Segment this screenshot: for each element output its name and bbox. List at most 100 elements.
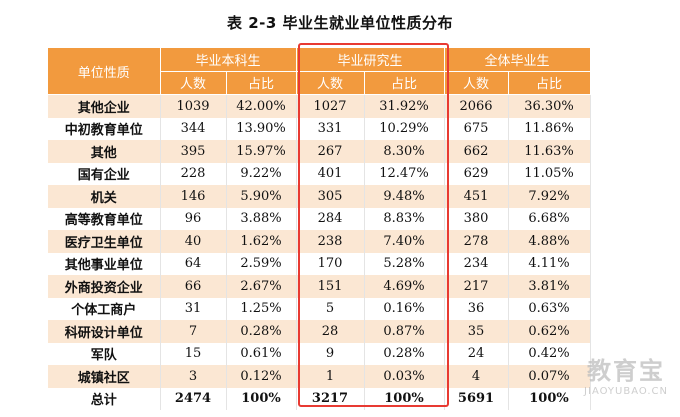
cell-postgrad-ratio: 8.30% <box>364 140 445 163</box>
header-group-all: 全体毕业生 <box>444 48 591 72</box>
cell-undergrad-ratio: 2.59% <box>226 252 297 275</box>
cell-category: 中初教育单位 <box>48 117 161 140</box>
cell-all-count: 662 <box>444 140 509 163</box>
header-group-undergrad: 毕业本科生 <box>160 48 297 72</box>
cell-category: 总计 <box>48 387 161 410</box>
cell-undergrad-count: 228 <box>160 162 227 185</box>
cell-all-count: 5691 <box>444 387 509 410</box>
cell-all-ratio: 4.88% <box>508 230 591 253</box>
cell-undergrad-count: 31 <box>160 297 227 320</box>
cell-postgrad-ratio: 10.29% <box>364 117 445 140</box>
cell-undergrad-count: 15 <box>160 342 227 365</box>
cell-undergrad-count: 66 <box>160 275 227 298</box>
cell-all-count: 629 <box>444 162 509 185</box>
header-count: 人数 <box>296 71 365 95</box>
cell-postgrad-ratio: 4.69% <box>364 275 445 298</box>
cell-all-count: 451 <box>444 185 509 208</box>
cell-category: 高等教育单位 <box>48 207 161 230</box>
cell-undergrad-count: 64 <box>160 252 227 275</box>
cell-postgrad-count: 3217 <box>296 387 365 410</box>
cell-postgrad-count: 1 <box>296 365 365 388</box>
cell-all-ratio: 36.30% <box>508 94 591 118</box>
cell-all-count: 234 <box>444 252 509 275</box>
header-ratio: 占比 <box>364 71 445 95</box>
cell-category: 机关 <box>48 185 161 208</box>
cell-undergrad-ratio: 0.28% <box>226 320 297 343</box>
cell-postgrad-count: 151 <box>296 275 365 298</box>
table-row: 中初教育单位 344 13.90% 331 10.29% 675 11.86% <box>48 117 591 140</box>
cell-undergrad-ratio: 1.62% <box>226 230 297 253</box>
watermark-logo: 教育宝 <box>587 357 666 385</box>
cell-undergrad-count: 2474 <box>160 387 227 410</box>
cell-undergrad-ratio: 5.90% <box>226 185 297 208</box>
cell-postgrad-count: 28 <box>296 320 365 343</box>
table-row: 科研设计单位 7 0.28% 28 0.87% 35 0.62% <box>48 320 591 343</box>
cell-all-ratio: 11.63% <box>508 140 591 163</box>
cell-postgrad-ratio: 0.16% <box>364 297 445 320</box>
table-row: 高等教育单位 96 3.88% 284 8.83% 380 6.68% <box>48 207 591 230</box>
table-row: 个体工商户 31 1.25% 5 0.16% 36 0.63% <box>48 297 591 320</box>
cell-postgrad-ratio: 0.03% <box>364 365 445 388</box>
cell-all-ratio: 100% <box>508 387 591 410</box>
cell-postgrad-count: 170 <box>296 252 365 275</box>
employment-table: 单位性质 毕业本科生 毕业研究生 全体毕业生 人数 占比 人数 占比 人数 占比… <box>48 48 591 410</box>
cell-postgrad-count: 331 <box>296 117 365 140</box>
header-count: 人数 <box>444 71 509 95</box>
table-row: 其他 395 15.97% 267 8.30% 662 11.63% <box>48 140 591 163</box>
cell-category: 医疗卫生单位 <box>48 230 161 253</box>
cell-category: 其他事业单位 <box>48 252 161 275</box>
cell-all-count: 675 <box>444 117 509 140</box>
table-title: 表 2-3 毕业生就业单位性质分布 <box>226 14 454 32</box>
cell-all-count: 24 <box>444 342 509 365</box>
cell-category: 城镇社区 <box>48 365 161 388</box>
cell-postgrad-count: 238 <box>296 230 365 253</box>
cell-category: 军队 <box>48 342 161 365</box>
cell-category: 个体工商户 <box>48 297 161 320</box>
header-group-postgrad: 毕业研究生 <box>296 48 445 72</box>
cell-undergrad-ratio: 100% <box>226 387 297 410</box>
cell-all-count: 380 <box>444 207 509 230</box>
watermark: 教育宝 JIAOYUBAO.CN <box>584 351 668 397</box>
cell-postgrad-count: 284 <box>296 207 365 230</box>
cell-postgrad-count: 5 <box>296 297 365 320</box>
header-ratio: 占比 <box>508 71 591 95</box>
cell-all-ratio: 4.11% <box>508 252 591 275</box>
cell-postgrad-count: 1027 <box>296 94 365 118</box>
table-row: 其他事业单位 64 2.59% 170 5.28% 234 4.11% <box>48 252 591 275</box>
cell-undergrad-ratio: 0.61% <box>226 342 297 365</box>
table-row: 军队 15 0.61% 9 0.28% 24 0.42% <box>48 342 591 365</box>
cell-all-count: 278 <box>444 230 509 253</box>
cell-undergrad-ratio: 42.00% <box>226 94 297 118</box>
cell-undergrad-ratio: 1.25% <box>226 297 297 320</box>
cell-undergrad-count: 395 <box>160 140 227 163</box>
cell-postgrad-count: 401 <box>296 162 365 185</box>
cell-postgrad-ratio: 0.28% <box>364 342 445 365</box>
cell-all-count: 4 <box>444 365 509 388</box>
cell-undergrad-ratio: 3.88% <box>226 207 297 230</box>
cell-category: 科研设计单位 <box>48 320 161 343</box>
table-row: 城镇社区 3 0.12% 1 0.03% 4 0.07% <box>48 365 591 388</box>
cell-all-count: 36 <box>444 297 509 320</box>
cell-undergrad-count: 7 <box>160 320 227 343</box>
cell-undergrad-count: 146 <box>160 185 227 208</box>
cell-undergrad-ratio: 0.12% <box>226 365 297 388</box>
cell-undergrad-ratio: 13.90% <box>226 117 297 140</box>
cell-all-ratio: 0.07% <box>508 365 591 388</box>
cell-postgrad-count: 305 <box>296 185 365 208</box>
cell-all-ratio: 11.86% <box>508 117 591 140</box>
cell-undergrad-count: 40 <box>160 230 227 253</box>
cell-undergrad-count: 3 <box>160 365 227 388</box>
total-row: 总计 2474 100% 3217 100% 5691 100% <box>48 387 591 410</box>
cell-postgrad-ratio: 7.40% <box>364 230 445 253</box>
table-row: 其他企业 1039 42.00% 1027 31.92% 2066 36.30% <box>48 94 591 118</box>
cell-all-ratio: 7.92% <box>508 185 591 208</box>
cell-undergrad-ratio: 2.67% <box>226 275 297 298</box>
cell-category: 其他 <box>48 140 161 163</box>
cell-all-ratio: 0.42% <box>508 342 591 365</box>
cell-postgrad-ratio: 8.83% <box>364 207 445 230</box>
table-row: 医疗卫生单位 40 1.62% 238 7.40% 278 4.88% <box>48 230 591 253</box>
cell-postgrad-count: 9 <box>296 342 365 365</box>
cell-postgrad-ratio: 0.87% <box>364 320 445 343</box>
header-category: 单位性质 <box>48 48 161 95</box>
cell-postgrad-ratio: 31.92% <box>364 94 445 118</box>
